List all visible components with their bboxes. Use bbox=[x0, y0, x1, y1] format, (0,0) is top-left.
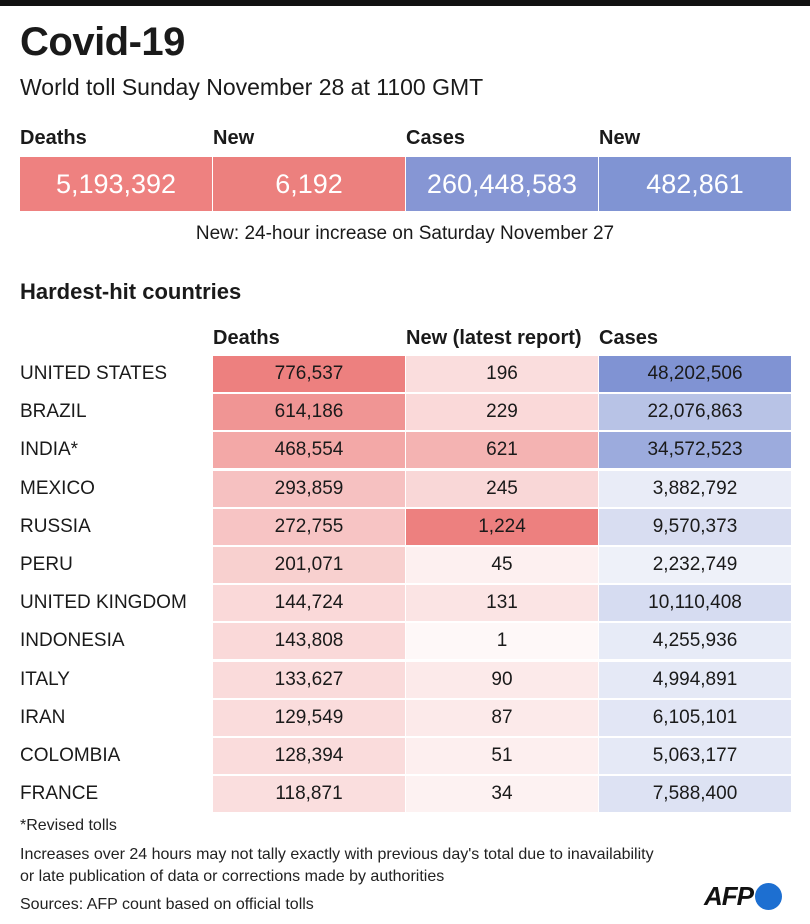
table-row: RUSSIA 272,755 1,224 9,570,373 bbox=[0, 508, 810, 547]
table-row: COLOMBIA 128,394 51 5,063,177 bbox=[0, 738, 810, 776]
footnote-sources: Sources: AFP count based on official tol… bbox=[20, 896, 314, 913]
country-name: PERU bbox=[20, 554, 73, 575]
column-header-new: New (latest report) bbox=[406, 327, 582, 349]
cases-cell: 22,076,863 bbox=[599, 394, 791, 431]
cases-cell: 10,110,408 bbox=[599, 585, 791, 622]
footnote-revised: *Revised tolls bbox=[20, 817, 117, 834]
new-deaths-cell: 45 bbox=[406, 547, 598, 583]
new-deaths-cell: 621 bbox=[406, 432, 598, 469]
table-row: ITALY 133,627 90 4,994,891 bbox=[0, 661, 810, 700]
cases-cell: 5,063,177 bbox=[599, 738, 791, 774]
column-header-cases: Cases bbox=[599, 327, 658, 349]
summary-new-deaths-value: 6,192 bbox=[275, 168, 343, 199]
new-deaths-cell: 34 bbox=[406, 776, 598, 813]
afp-logo-mark-icon bbox=[755, 883, 782, 910]
new-deaths-cell: 131 bbox=[406, 585, 598, 622]
cases-cell: 9,570,373 bbox=[599, 508, 791, 545]
new-deaths-cell: 87 bbox=[406, 699, 598, 736]
deaths-cell: 776,537 bbox=[213, 356, 405, 392]
deaths-cell: 293,859 bbox=[213, 470, 405, 507]
cases-cell: 34,572,523 bbox=[599, 432, 791, 469]
new-deaths-cell: 51 bbox=[406, 738, 598, 774]
country-name: BRAZIL bbox=[20, 401, 87, 423]
page-title: Covid-19 bbox=[20, 20, 185, 64]
deaths-cell: 118,871 bbox=[213, 776, 405, 813]
new-deaths-cell: 1 bbox=[406, 623, 598, 660]
deaths-cell: 143,808 bbox=[213, 623, 405, 660]
column-header-deaths: Deaths bbox=[213, 327, 280, 349]
section-title: Hardest-hit countries bbox=[20, 279, 242, 304]
country-name: RUSSIA bbox=[20, 515, 91, 537]
summary-deaths-box: 5,193,392 bbox=[20, 157, 212, 211]
deaths-cell: 201,071 bbox=[213, 547, 405, 583]
deaths-cell: 272,755 bbox=[213, 508, 405, 545]
summary-deaths-label: Deaths bbox=[20, 127, 87, 149]
table-row: MEXICO 293,859 245 3,882,792 bbox=[0, 470, 810, 509]
deaths-cell: 128,394 bbox=[213, 738, 405, 774]
cases-cell: 4,255,936 bbox=[599, 623, 791, 660]
table-row: PERU 201,071 45 2,232,749 bbox=[0, 547, 810, 585]
table-row: UNITED STATES 776,537 196 48,202,506 bbox=[0, 356, 810, 394]
cases-cell: 48,202,506 bbox=[599, 356, 791, 392]
country-name: UNITED STATES bbox=[20, 363, 168, 384]
table-row: UNITED KINGDOM 144,724 131 10,110,408 bbox=[0, 585, 810, 623]
country-name: COLOMBIA bbox=[20, 745, 121, 766]
summary-new-deaths-label: New bbox=[213, 127, 255, 149]
table-row: INDIA* 468,554 621 34,572,523 bbox=[0, 432, 810, 470]
cases-cell: 2,232,749 bbox=[599, 547, 791, 583]
country-name: UNITED KINGDOM bbox=[20, 592, 187, 614]
country-name: FRANCE bbox=[20, 783, 99, 805]
cases-cell: 7,588,400 bbox=[599, 776, 791, 813]
table-row: FRANCE 118,871 34 7,588,400 bbox=[0, 776, 810, 814]
country-name: IRAN bbox=[20, 706, 66, 728]
new-deaths-cell: 90 bbox=[406, 661, 598, 698]
deaths-cell: 468,554 bbox=[213, 432, 405, 469]
cases-cell: 4,994,891 bbox=[599, 661, 791, 698]
top-rule bbox=[0, 0, 810, 6]
summary-cases-box: 260,448,583 bbox=[406, 157, 598, 211]
footnote-disclaimer-1: Increases over 24 hours may not tally ex… bbox=[20, 846, 654, 863]
afp-logo-text: AFP bbox=[704, 881, 754, 911]
deaths-cell: 144,724 bbox=[213, 585, 405, 622]
deaths-cell: 129,549 bbox=[213, 699, 405, 736]
footnote-disclaimer-2: or late publication of data or correctio… bbox=[20, 868, 445, 885]
page-subtitle: World toll Sunday November 28 at 1100 GM… bbox=[20, 74, 484, 100]
new-deaths-cell: 229 bbox=[406, 394, 598, 431]
country-name: INDONESIA bbox=[20, 630, 125, 652]
summary-note: New: 24-hour increase on Saturday Novemb… bbox=[195, 223, 615, 244]
deaths-cell: 133,627 bbox=[213, 661, 405, 698]
new-deaths-cell: 245 bbox=[406, 470, 598, 507]
summary-new-cases-value: 482,861 bbox=[646, 168, 744, 199]
table-row: INDONESIA 143,808 1 4,255,936 bbox=[0, 623, 810, 661]
summary-new-cases-label: New bbox=[599, 127, 641, 149]
country-name: INDIA* bbox=[20, 439, 79, 461]
summary-deaths-value: 5,193,392 bbox=[55, 168, 177, 199]
new-deaths-cell: 1,224 bbox=[406, 508, 598, 545]
summary-cases-value: 260,448,583 bbox=[426, 168, 578, 199]
summary-new-cases-box: 482,861 bbox=[599, 157, 791, 211]
summary-cases-label: Cases bbox=[406, 127, 465, 149]
afp-logo: AFP bbox=[704, 881, 782, 912]
cases-cell: 3,882,792 bbox=[599, 470, 791, 507]
summary-new-deaths-box: 6,192 bbox=[213, 157, 405, 211]
country-name: MEXICO bbox=[20, 477, 95, 499]
country-name: ITALY bbox=[20, 668, 70, 690]
deaths-cell: 614,186 bbox=[213, 394, 405, 431]
table-row: IRAN 129,549 87 6,105,101 bbox=[0, 699, 810, 738]
new-deaths-cell: 196 bbox=[406, 356, 598, 392]
cases-cell: 6,105,101 bbox=[599, 699, 791, 736]
table-row: BRAZIL 614,186 229 22,076,863 bbox=[0, 394, 810, 432]
